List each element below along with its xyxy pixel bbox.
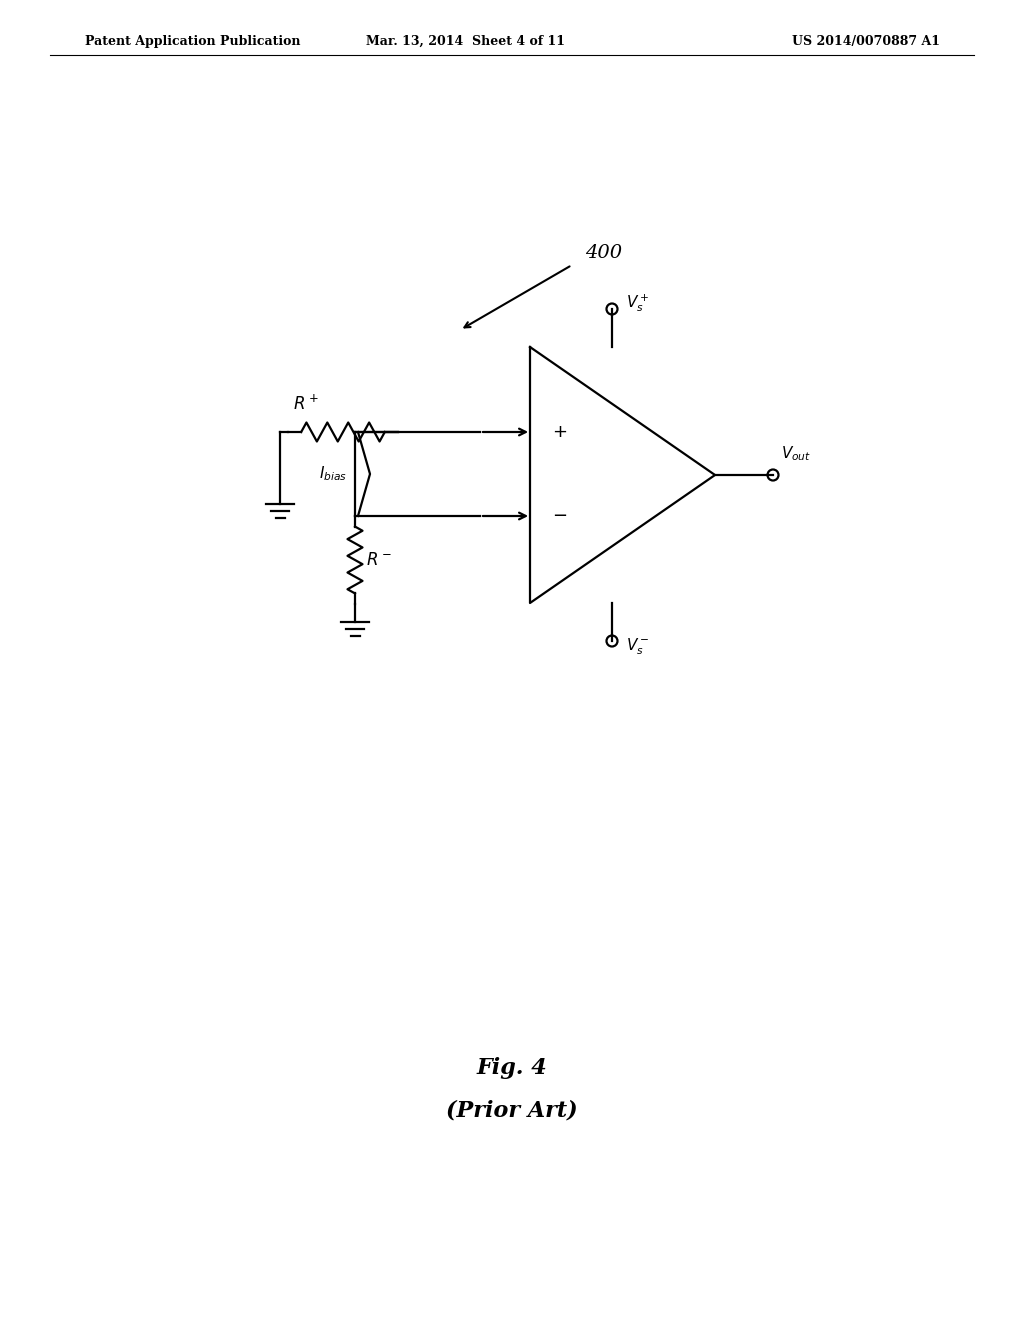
Text: Patent Application Publication: Patent Application Publication	[85, 36, 300, 48]
Text: +: +	[553, 422, 567, 441]
Text: Fig. 4: Fig. 4	[476, 1057, 548, 1078]
Text: (Prior Art): (Prior Art)	[446, 1100, 578, 1121]
Text: Mar. 13, 2014  Sheet 4 of 11: Mar. 13, 2014 Sheet 4 of 11	[366, 36, 564, 48]
Text: $V_{out}$: $V_{out}$	[781, 445, 811, 463]
Text: $R^-$: $R^-$	[366, 552, 391, 569]
Text: $I_{bias}$: $I_{bias}$	[318, 465, 347, 483]
Text: US 2014/0070887 A1: US 2014/0070887 A1	[792, 36, 940, 48]
Text: $V_s^-$: $V_s^-$	[626, 636, 649, 657]
Text: 400: 400	[585, 244, 623, 261]
Text: $R^+$: $R^+$	[293, 395, 318, 414]
Text: $V_s^+$: $V_s^+$	[626, 292, 649, 314]
Text: −: −	[552, 507, 567, 525]
